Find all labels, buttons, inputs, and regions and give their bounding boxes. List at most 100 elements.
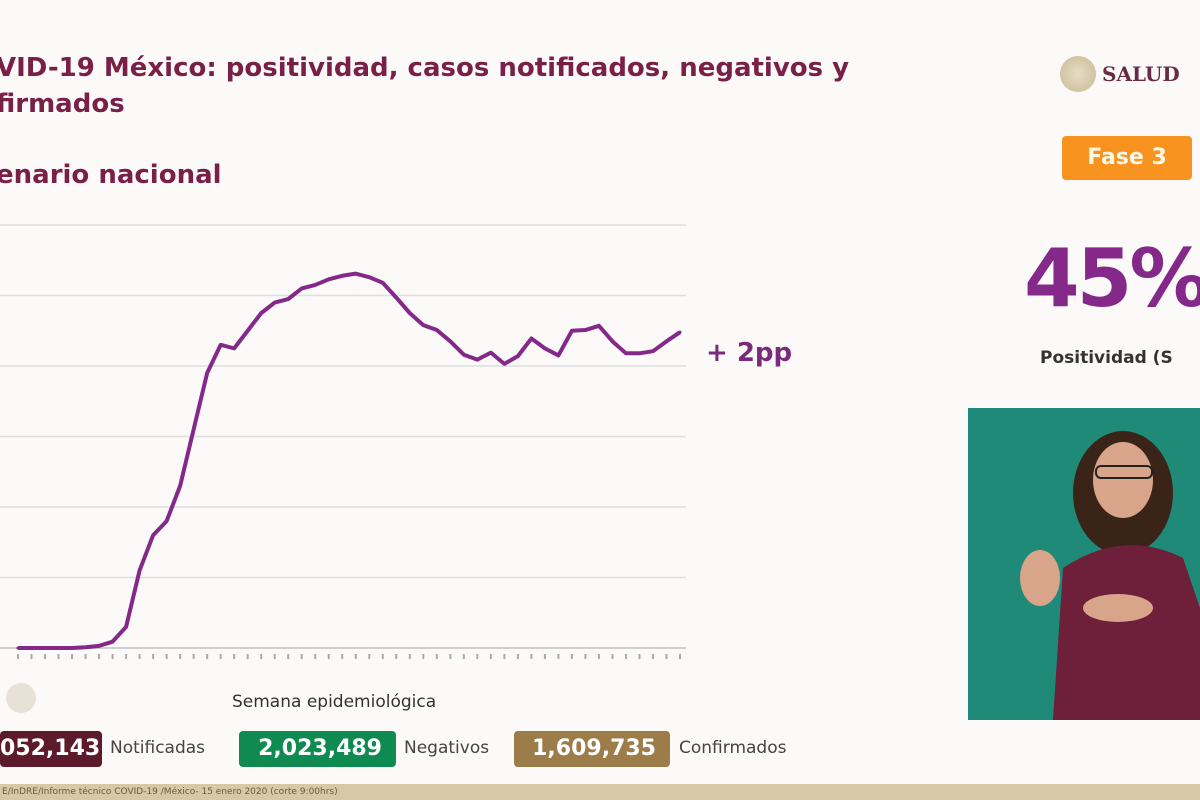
x-tick bbox=[543, 654, 546, 659]
x-axis-label: Semana epidemiológica bbox=[232, 692, 437, 712]
data-point bbox=[502, 362, 506, 366]
x-tick bbox=[192, 654, 195, 659]
x-tick bbox=[246, 654, 249, 659]
x-tick bbox=[233, 654, 236, 659]
x-tick bbox=[179, 654, 182, 659]
data-point bbox=[84, 645, 88, 649]
data-point bbox=[232, 346, 236, 350]
x-tick bbox=[138, 654, 141, 659]
data-point bbox=[354, 272, 358, 276]
x-tick bbox=[219, 654, 222, 659]
phase-badge: Fase 3 bbox=[1062, 136, 1192, 180]
x-tick bbox=[489, 654, 492, 659]
slide-title: VID-19 México: positividad, casos notifi… bbox=[0, 50, 849, 122]
x-tick bbox=[462, 654, 465, 659]
x-tick bbox=[422, 654, 425, 659]
negativos-badge: 2,023,489 bbox=[239, 731, 396, 767]
x-tick bbox=[125, 654, 128, 659]
data-point bbox=[259, 311, 263, 315]
x-tick bbox=[408, 654, 411, 659]
x-tick bbox=[71, 654, 74, 659]
x-tick bbox=[624, 654, 627, 659]
data-point bbox=[138, 568, 142, 572]
data-point bbox=[381, 281, 385, 285]
data-point bbox=[435, 328, 439, 332]
data-point bbox=[651, 349, 655, 353]
data-point bbox=[192, 427, 196, 431]
x-tick bbox=[557, 654, 560, 659]
data-point bbox=[70, 646, 74, 650]
x-tick bbox=[395, 654, 398, 659]
x-tick bbox=[57, 654, 60, 659]
interpreter-figure bbox=[1020, 431, 1200, 720]
data-point bbox=[529, 337, 533, 341]
data-point bbox=[637, 351, 641, 355]
positivity-value: 45% bbox=[1024, 232, 1200, 325]
data-point bbox=[475, 358, 479, 362]
x-tick bbox=[30, 654, 33, 659]
x-tick bbox=[449, 654, 452, 659]
x-tick bbox=[300, 654, 303, 659]
slide-subtitle: enario nacional bbox=[0, 160, 222, 190]
x-tick bbox=[152, 654, 155, 659]
data-point bbox=[448, 339, 452, 343]
x-tick bbox=[84, 654, 87, 659]
data-point bbox=[583, 328, 587, 332]
data-point bbox=[610, 339, 614, 343]
data-point bbox=[327, 277, 331, 281]
x-tick bbox=[287, 654, 290, 659]
data-point bbox=[624, 351, 628, 355]
data-point bbox=[178, 484, 182, 488]
x-tick bbox=[17, 654, 19, 659]
x-tick bbox=[597, 654, 600, 659]
x-tick bbox=[638, 654, 641, 659]
x-tick bbox=[314, 654, 317, 659]
change-label: + 2pp bbox=[706, 338, 793, 368]
x-tick bbox=[368, 654, 371, 659]
data-point bbox=[43, 646, 47, 650]
data-point bbox=[516, 354, 520, 358]
data-point bbox=[219, 343, 223, 347]
x-tick bbox=[111, 654, 114, 659]
x-tick bbox=[584, 654, 587, 659]
x-tick bbox=[679, 654, 681, 659]
data-point bbox=[30, 646, 34, 650]
data-point bbox=[97, 644, 101, 648]
data-point bbox=[678, 330, 682, 334]
logo-text: SALUD bbox=[1102, 62, 1180, 86]
positivity-label: Positividad (S bbox=[1040, 348, 1173, 368]
data-point bbox=[300, 286, 304, 290]
x-tick bbox=[476, 654, 479, 659]
data-point bbox=[286, 297, 290, 301]
x-tick bbox=[435, 654, 438, 659]
x-tick bbox=[611, 654, 614, 659]
x-tick bbox=[341, 654, 344, 659]
data-point bbox=[16, 646, 20, 650]
x-tick bbox=[651, 654, 654, 659]
data-point bbox=[394, 296, 398, 300]
confirmados-label: Confirmados bbox=[679, 738, 787, 758]
data-point bbox=[313, 283, 317, 287]
data-point bbox=[165, 519, 169, 523]
source-footer: E/InDRE/Informe técnico COVID-19 /México… bbox=[0, 784, 1200, 800]
x-tick bbox=[44, 654, 47, 659]
data-point bbox=[367, 275, 371, 279]
data-point bbox=[570, 329, 574, 333]
x-tick bbox=[665, 654, 668, 659]
notificadas-badge: 052,143 bbox=[0, 731, 102, 767]
data-point bbox=[556, 353, 560, 357]
data-point bbox=[597, 324, 601, 328]
data-point bbox=[246, 329, 250, 333]
salud-logo: SALUD bbox=[1060, 56, 1180, 92]
data-point bbox=[489, 351, 493, 355]
confirmados-badge: 1,609,735 bbox=[514, 731, 670, 767]
x-tick bbox=[503, 654, 506, 659]
x-tick bbox=[206, 654, 209, 659]
x-tick bbox=[354, 654, 357, 659]
x-tick bbox=[327, 654, 330, 659]
title-line-1: VID-19 México: positividad, casos notifi… bbox=[0, 53, 850, 83]
negativos-label: Negativos bbox=[404, 738, 490, 758]
data-point bbox=[151, 533, 155, 537]
positivity-series-line bbox=[18, 271, 682, 650]
data-point bbox=[664, 339, 668, 343]
